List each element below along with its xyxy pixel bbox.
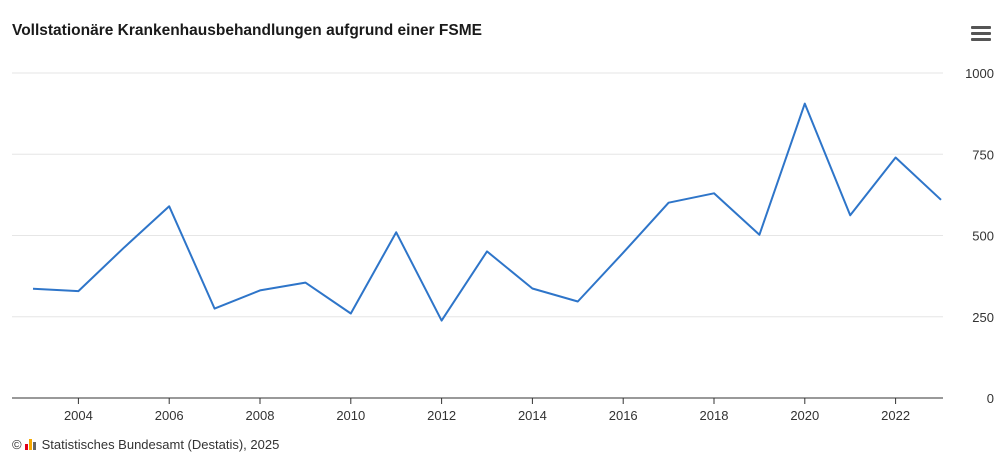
data-point-2018[interactable] (708, 187, 720, 199)
data-point-2021[interactable] (844, 209, 856, 221)
data-point-2006[interactable] (163, 200, 175, 212)
data-point-2019[interactable] (753, 229, 765, 241)
y-tick-label: 1000 (965, 66, 994, 81)
source-footer: © Statistisches Bundesamt (Destatis), 20… (12, 437, 279, 452)
data-point-2007[interactable] (209, 303, 221, 315)
series-lines (27, 98, 947, 327)
x-tick-label: 2004 (64, 408, 93, 423)
x-axis-ticks: 2004 2006 2008 2010 2012 2014 2016 2018 2020 2022 (64, 398, 910, 423)
copyright-symbol: © (12, 437, 22, 452)
data-point-2014[interactable] (526, 282, 538, 294)
chart-title: Vollstationäre Krankenhausbehandlungen a… (12, 22, 482, 39)
source-text[interactable]: Statistisches Bundesamt (Destatis), 2025 (41, 437, 280, 452)
x-tick-label: 2018 (700, 408, 729, 423)
x-tick-label: 2022 (881, 408, 910, 423)
data-point-2013[interactable] (481, 245, 493, 257)
destatis-logo-icon (24, 439, 37, 450)
y-tick-label: 750 (972, 147, 994, 162)
data-point-2011[interactable] (390, 226, 402, 238)
data-point-2005[interactable] (118, 242, 130, 254)
data-point-2010[interactable] (345, 308, 357, 320)
y-axis-tick-labels: 0 250 500 750 1000 (965, 66, 994, 406)
data-point-2023[interactable] (935, 194, 947, 206)
x-tick-label: 2006 (155, 408, 184, 423)
data-point-2022[interactable] (890, 152, 902, 164)
data-point-2004[interactable] (72, 285, 84, 297)
data-point-2020[interactable] (799, 98, 811, 110)
x-tick-label: 2014 (518, 408, 547, 423)
x-tick-label: 2012 (427, 408, 456, 423)
x-tick-label: 2010 (336, 408, 365, 423)
y-tick-label: 0 (987, 391, 994, 406)
y-tick-label: 250 (972, 310, 994, 325)
x-tick-label: 2020 (790, 408, 819, 423)
data-point-2017[interactable] (663, 197, 675, 209)
data-point-2012[interactable] (436, 315, 448, 327)
data-point-2009[interactable] (299, 277, 311, 289)
data-point-2015[interactable] (572, 295, 584, 307)
x-tick-label: 2008 (246, 408, 275, 423)
data-point-2016[interactable] (617, 247, 629, 259)
hamburger-menu-icon[interactable] (968, 26, 994, 50)
x-tick-label: 2016 (609, 408, 638, 423)
data-point-2008[interactable] (254, 284, 266, 296)
data-point-2003[interactable] (27, 283, 39, 295)
series-line-fsme[interactable] (32, 102, 942, 322)
y-tick-label: 500 (972, 229, 994, 244)
